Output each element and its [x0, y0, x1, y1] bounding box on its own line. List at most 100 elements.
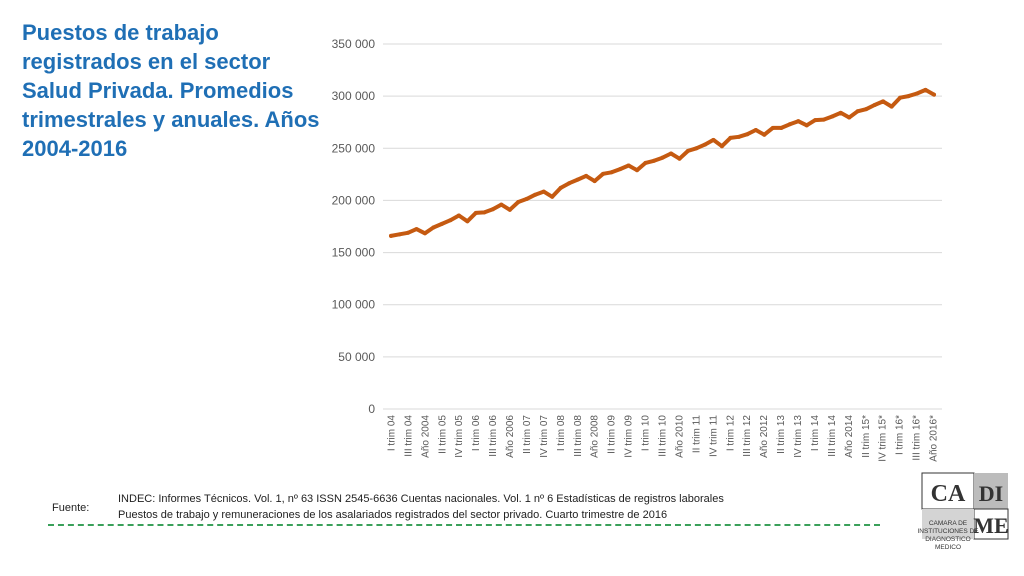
data-point — [558, 185, 563, 190]
data-point — [736, 134, 741, 139]
data-point — [422, 231, 427, 236]
x-tick-label: I trim 04 — [386, 415, 397, 452]
data-point — [821, 117, 826, 122]
x-tick-label: I trim 14 — [810, 415, 821, 452]
y-tick-label: 50 000 — [338, 350, 375, 364]
data-point — [456, 213, 461, 218]
data-point — [397, 232, 402, 237]
data-point — [516, 199, 521, 204]
data-point — [465, 219, 470, 224]
data-point — [405, 230, 410, 235]
data-point — [668, 151, 673, 156]
x-tick-label: II trim 09 — [607, 415, 618, 454]
x-tick-label: III trim 08 — [573, 415, 584, 457]
data-point — [898, 95, 903, 100]
x-tick-label: III trim 12 — [742, 415, 753, 457]
logo-box-blank — [922, 509, 974, 539]
data-point — [439, 221, 444, 226]
data-point — [533, 192, 538, 197]
x-tick-label: II trim 15* — [861, 415, 872, 458]
x-tick-label: II trim 11 — [691, 415, 702, 454]
x-tick-label: III trim 14 — [827, 415, 838, 457]
x-tick-label: I trim 12 — [725, 415, 736, 452]
data-point — [507, 207, 512, 212]
data-point — [652, 158, 657, 163]
x-tick-label: IV trim 11 — [708, 415, 719, 457]
y-axis-ticks: 0 50 000 100 000 150 000 200 000 250 000 300 0… — [332, 37, 376, 416]
x-tick-label: I trim 06 — [471, 415, 482, 452]
data-point — [431, 225, 436, 230]
x-tick-label: III trim 06 — [488, 415, 499, 457]
logo-caption-3: DIAGNOSTICO — [925, 536, 971, 543]
y-tick-label: 100 000 — [332, 298, 376, 312]
data-point — [813, 118, 818, 123]
data-point — [694, 146, 699, 151]
data-point — [915, 91, 920, 96]
data-point — [660, 155, 665, 160]
data-point — [770, 125, 775, 130]
data-point — [618, 167, 623, 172]
x-tick-label: Año 2006 — [505, 415, 516, 458]
data-point — [473, 210, 478, 215]
line-chart: 0 50 000 100 000 150 000 200 000 250 000 300 0… — [332, 37, 942, 462]
x-tick-label: Año 2010 — [674, 415, 685, 458]
data-point — [575, 177, 580, 182]
dashed-divider — [48, 524, 880, 526]
data-point — [881, 99, 886, 104]
series-line — [389, 87, 936, 238]
slide-title: Puestos de trabajo registrados en el sec… — [22, 20, 320, 161]
x-tick-label: IV trim 07 — [539, 415, 550, 458]
data-point — [779, 125, 784, 130]
data-point — [889, 104, 894, 109]
x-tick-label: I trim 10 — [641, 415, 652, 452]
data-point — [626, 163, 631, 168]
x-tick-label: III trim 10 — [658, 415, 669, 457]
data-point — [906, 94, 911, 99]
x-tick-label: Año 2014 — [844, 415, 855, 458]
data-point — [609, 170, 614, 175]
data-point — [448, 218, 453, 223]
data-point — [796, 119, 801, 124]
data-point — [787, 122, 792, 127]
y-tick-label: 0 — [368, 402, 375, 416]
logo-text-di: DI — [979, 481, 1003, 506]
data-point — [864, 107, 869, 112]
data-point — [855, 109, 860, 114]
x-tick-label: III trim 04 — [403, 415, 414, 457]
x-tick-label: II trim 07 — [522, 415, 533, 454]
data-point — [719, 144, 724, 149]
data-point — [685, 148, 690, 153]
source-line-2: Puestos de trabajo y remuneraciones de l… — [118, 509, 668, 521]
y-tick-label: 300 000 — [332, 89, 376, 103]
x-tick-label: II trim 13 — [776, 415, 787, 454]
cadime-logo: CA DI ME CAMARA DE INSTITUCIONES DE DIAG… — [917, 472, 1009, 551]
data-point — [601, 171, 606, 176]
y-tick-label: 200 000 — [332, 193, 376, 207]
data-point — [499, 202, 504, 207]
y-tick-label: 250 000 — [332, 141, 376, 155]
data-point — [643, 160, 648, 165]
data-point — [389, 233, 393, 238]
data-point — [838, 110, 843, 115]
data-point — [414, 227, 419, 232]
logo-text-ca: CA — [931, 481, 966, 507]
data-point — [872, 103, 877, 108]
logo-caption-4: MEDICO — [935, 544, 961, 551]
logo-caption-1: CAMARA DE — [929, 520, 968, 527]
data-point — [635, 168, 640, 173]
logo-text-me: ME — [973, 513, 1008, 538]
x-tick-label: Año 2004 — [420, 415, 431, 458]
data-point — [677, 156, 682, 161]
source-label: Fuente: — [52, 502, 90, 514]
data-point — [762, 132, 767, 137]
data-point — [745, 132, 750, 137]
data-point — [702, 142, 707, 147]
x-tick-label: IV trim 05 — [454, 415, 465, 458]
gridlines — [383, 43, 942, 410]
data-point — [541, 189, 546, 194]
x-tick-label: III trim 16* — [912, 415, 923, 461]
data-points — [389, 87, 936, 238]
data-point — [584, 173, 589, 178]
data-point — [550, 194, 555, 199]
x-tick-label: IV trim 15* — [878, 415, 889, 462]
